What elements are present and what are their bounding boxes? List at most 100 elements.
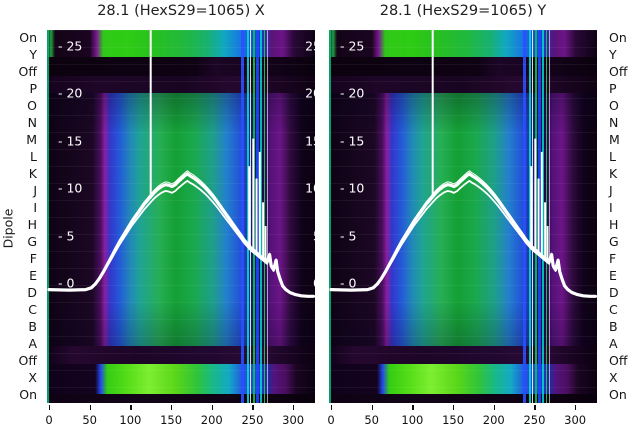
x-tick-mark	[453, 405, 455, 410]
dipole-label-left: I	[33, 200, 37, 215]
x-tick-mark	[493, 405, 495, 410]
y-tick-label-between: 20	[305, 85, 315, 101]
dipole-label-left: E	[29, 268, 37, 283]
heatmap-band-x-bright	[329, 364, 597, 394]
y-tick-label-inner-left: - 0	[58, 275, 75, 291]
heatmap-band-on-top	[47, 30, 315, 57]
dipole-labels-right: On Y Off P O N M L K J I H G F E D C B A Off X On	[609, 30, 640, 403]
dipole-label-left: K	[28, 166, 37, 181]
heatmap-row-lines	[329, 30, 597, 403]
y-tick-label-inner-left: - 20	[58, 85, 83, 101]
heatmap-panel-x: - 25 25 - 20 20 - 15 15 - 10 10 - 5 5 - 0 0	[47, 30, 315, 403]
x-tick-label: 150	[160, 413, 183, 427]
dipole-label-left: X	[28, 370, 37, 385]
heatmap-stripe	[241, 30, 244, 403]
heatmap-stripe	[250, 30, 252, 403]
heatmap-stripe	[528, 30, 531, 403]
heatmap-stripe	[545, 30, 548, 403]
dipole-label-left: F	[29, 251, 37, 266]
beam-curve-secondary	[48, 179, 315, 297]
y-tick-label-inner-left: - 25	[58, 38, 83, 53]
dipole-label-left: On	[19, 387, 37, 402]
y-tick-label-inner-left: - 10	[58, 180, 83, 196]
dipole-label-right: H	[609, 217, 619, 232]
dipole-label-right: B	[609, 319, 618, 334]
dipole-label-left: M	[26, 132, 37, 147]
dipole-label-left: Off	[18, 64, 37, 79]
dipole-labels-left: On Y Off P O N M L K J I H G F E D C B A Off X On	[0, 30, 38, 403]
x-tick-mark	[371, 405, 373, 410]
heatmap-stripe	[329, 30, 332, 403]
dipole-label-left: C	[28, 302, 37, 317]
y-tick-label-inner-left: - 15	[58, 133, 83, 148]
heatmap-row-lines	[47, 30, 315, 403]
dipole-label-right: J	[609, 183, 613, 198]
y-tick-label-between: 5	[313, 228, 315, 243]
y-tick-label-between: 15	[305, 133, 315, 148]
dipole-label-left: H	[27, 217, 37, 232]
dipole-label-left: O	[27, 98, 37, 113]
heatmap-stripe	[548, 30, 550, 403]
dipole-label-right: O	[609, 98, 619, 113]
x-axis: 0 50 100 150 200 250 300 0 50 100 150 200 250 300	[0, 403, 640, 433]
heatmap-band-on-bottom	[47, 394, 315, 403]
dipole-label-right: Off	[609, 353, 628, 368]
dipole-label-right: On	[609, 30, 627, 45]
y-tick-label-inner-left: - 0	[340, 275, 357, 291]
dipole-label-left: A	[28, 336, 37, 351]
x-tick-label: 300	[564, 413, 587, 427]
heatmap-band-x-bright	[47, 364, 315, 394]
x-tick-label: 200	[200, 413, 223, 427]
dipole-label-right: N	[609, 115, 619, 130]
dipole-label-right: G	[609, 234, 619, 249]
x-tick-mark	[211, 405, 213, 410]
heatmap-stripe	[246, 30, 249, 403]
dipole-label-left: L	[30, 149, 37, 164]
dipole-label-right: D	[609, 285, 619, 300]
x-tick-mark	[252, 405, 254, 410]
heatmap-band-on-bottom	[329, 394, 597, 403]
right-panel-title: 28.1 (HexS29=1065) Y	[379, 3, 547, 19]
heatmap-stripe	[263, 30, 266, 403]
dipole-label-right: E	[609, 268, 617, 283]
y-tick-label-inner-left: - 5	[58, 228, 75, 243]
heatmap-band-on-top	[329, 30, 597, 57]
y-tick-label-inner-left: - 20	[340, 85, 365, 101]
beam-curve-secondary	[330, 179, 597, 297]
y-tick-label-between: 0	[313, 276, 315, 291]
dipole-label-right: Y	[609, 47, 617, 62]
x-tick-label: 250	[241, 413, 264, 427]
x-tick-mark	[331, 405, 333, 410]
dipole-label-right: M	[609, 132, 620, 147]
dipole-label-left: G	[27, 234, 37, 249]
y-tick-label-inner-left: - 10	[340, 180, 365, 196]
y-tick-label-inner-left: - 5	[340, 228, 357, 243]
x-tick-label: 150	[442, 413, 465, 427]
x-tick-label: 100	[119, 413, 142, 427]
beam-curve	[329, 172, 597, 298]
dipole-label-left: Off	[18, 353, 37, 368]
y-tick-label-between: 25	[305, 38, 315, 53]
x-tick-label: 200	[482, 413, 505, 427]
heatmap-band-main	[329, 93, 597, 346]
y-tick-label-inner-left: - 25	[340, 38, 365, 53]
heatmap-stripe	[523, 30, 526, 403]
dipole-label-left: Y	[29, 47, 37, 62]
beam-curve-svg	[329, 30, 597, 298]
x-tick-mark	[293, 405, 295, 410]
heatmap-stripe	[260, 30, 263, 403]
heatmap-stripe	[542, 30, 545, 403]
heatmap-main-shade	[47, 93, 315, 346]
x-tick-label: 250	[523, 413, 546, 427]
heatmap-main-shade	[329, 93, 597, 346]
x-tick-label: 0	[327, 413, 335, 427]
y-tick-label-between: 10	[305, 180, 315, 196]
dipole-label-right: C	[609, 302, 618, 317]
dipole-label-left: J	[33, 183, 37, 198]
x-tick-mark	[171, 405, 173, 410]
dipole-label-left: On	[19, 30, 37, 45]
x-tick-mark	[534, 405, 536, 410]
dipole-label-right: P	[609, 81, 617, 96]
x-tick-mark	[49, 405, 51, 410]
